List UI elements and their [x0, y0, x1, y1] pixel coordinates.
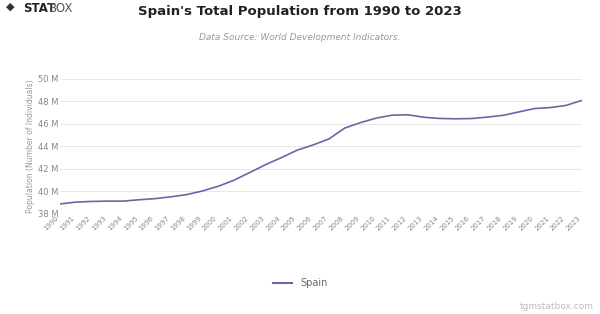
Text: STAT: STAT — [23, 2, 55, 14]
Text: ◆: ◆ — [6, 2, 14, 12]
Y-axis label: Population (Number of Individuals): Population (Number of Individuals) — [26, 79, 35, 213]
Text: tgmstatbox.com: tgmstatbox.com — [520, 302, 594, 311]
Legend: Spain: Spain — [269, 274, 331, 292]
Text: Spain's Total Population from 1990 to 2023: Spain's Total Population from 1990 to 20… — [138, 5, 462, 18]
Text: BOX: BOX — [49, 2, 74, 14]
Text: Data Source: World Development Indicators.: Data Source: World Development Indicator… — [199, 33, 401, 42]
